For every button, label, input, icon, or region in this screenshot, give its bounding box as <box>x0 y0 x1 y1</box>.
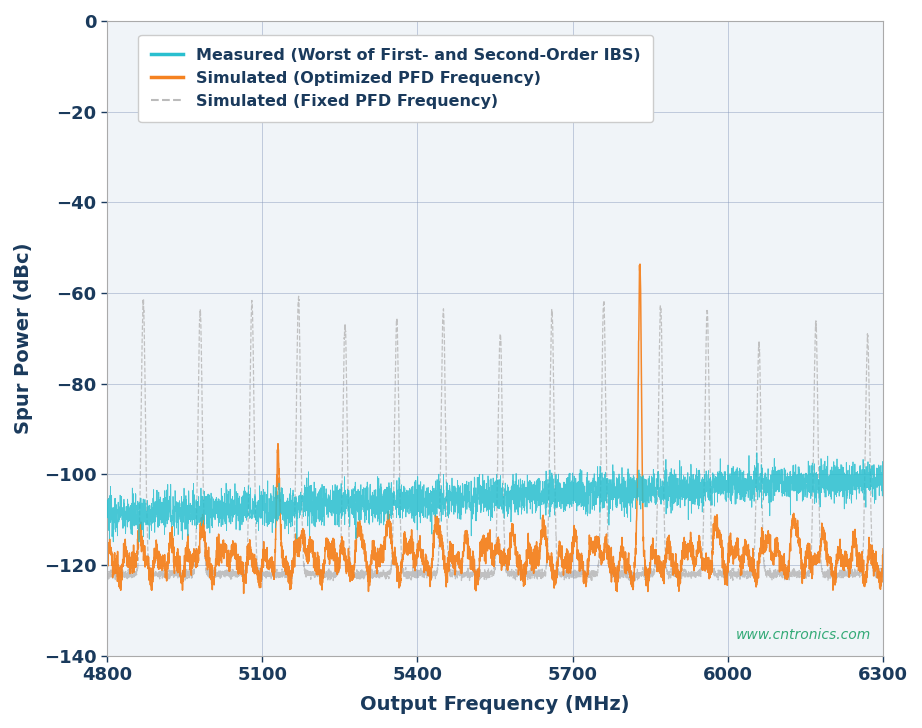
Text: www.cntronics.com: www.cntronics.com <box>737 628 871 641</box>
Legend: Measured (Worst of First- and Second-Order IBS), Simulated (Optimized PFD Freque: Measured (Worst of First- and Second-Ord… <box>138 35 653 122</box>
Y-axis label: Spur Power (dBc): Spur Power (dBc) <box>14 242 33 434</box>
X-axis label: Output Frequency (MHz): Output Frequency (MHz) <box>361 695 630 714</box>
